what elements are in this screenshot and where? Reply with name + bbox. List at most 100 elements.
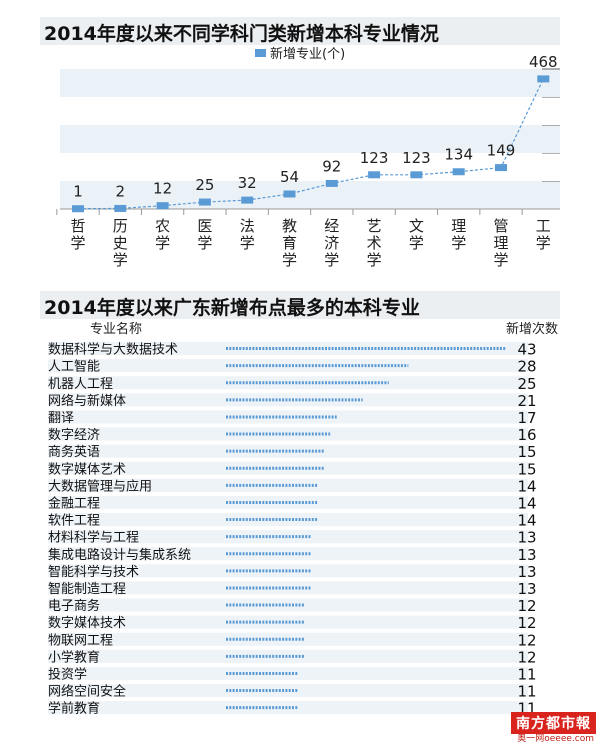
chart2-value-label: 15 (517, 443, 536, 461)
chart1-point (156, 202, 169, 210)
chart1-point (452, 168, 465, 176)
chart1-x-tick-label: 农学 (155, 217, 170, 252)
chart2-value-label: 14 (517, 512, 536, 530)
chart2-title-bar (40, 291, 560, 319)
chart1-grid-band (60, 153, 560, 181)
chart2-category-label: 物联网工程 (48, 633, 113, 648)
chart2-category-label: 网络与新媒体 (48, 393, 126, 409)
chart2-category-label: 大数据管理与应用 (48, 478, 152, 494)
chart2-row-band (48, 632, 528, 646)
chart1-point (537, 75, 550, 83)
chart1-x-tick-label: 哲学 (70, 217, 85, 252)
chart1-point (72, 205, 84, 213)
chart2-category-label: 智能制造工程 (48, 582, 126, 597)
chart1-x-tick-label: 工学 (536, 217, 551, 252)
chart2-value-label: 12 (517, 614, 536, 632)
chart1-point (368, 171, 381, 179)
chart2-value-label: 11 (517, 665, 536, 683)
chart2-value-label: 13 (517, 563, 536, 581)
chart2-row-band (48, 701, 528, 715)
chart2-row-band (48, 615, 528, 629)
chart2-title: 2014年度以来广东新增布点最多的本科专业 (44, 297, 420, 319)
chart1-data-label: 92 (322, 157, 341, 175)
chart1-data-label: 123 (360, 149, 389, 167)
chart1-data-label: 32 (238, 174, 257, 192)
chart2-category-label: 小学教育 (48, 649, 100, 665)
chart2-category-label: 商务英语 (48, 444, 100, 460)
chart1-point (241, 196, 254, 204)
watermark-logo: 南方都市報 (511, 712, 596, 734)
chart2-value-label: 12 (517, 631, 536, 649)
chart2-category-label: 数字经济 (48, 428, 100, 443)
chart2-value-label: 12 (517, 597, 536, 615)
chart1-x-tick-label: 艺术学 (367, 217, 382, 269)
chart2-row-band (48, 359, 528, 373)
chart1-data-label: 134 (444, 146, 473, 164)
chart1-data-label: 2 (116, 182, 126, 200)
chart2-row-band (48, 495, 528, 509)
chart2-value-label: 28 (517, 358, 536, 376)
chart1-grid-band (60, 181, 560, 209)
chart2-category-label: 网络空间安全 (48, 684, 126, 700)
watermark-site: 奥一网oeeee.com (517, 734, 594, 744)
chart2-row-band (48, 564, 528, 578)
chart2-category-label: 数字媒体艺术 (48, 462, 126, 477)
chart1-x-tick-label: 文学 (409, 217, 424, 252)
chart2-row-band (48, 684, 528, 698)
chart2-category-label: 数据科学与大数据技术 (48, 342, 178, 358)
chart2-row-band (48, 649, 528, 663)
chart2-row-band (48, 342, 528, 356)
chart2-category-label: 人工智能 (48, 360, 100, 375)
chart1-x-tick-label: 教育学 (282, 217, 297, 269)
chart2-category-label: 投资学 (48, 666, 87, 682)
chart1-point (198, 198, 211, 206)
chart1-data-label: 25 (195, 176, 214, 194)
chart1-data-label: 12 (153, 180, 172, 198)
chart1-x-tick-label: 理学 (451, 217, 466, 252)
chart2-category-label: 软件工程 (48, 514, 100, 529)
chart2-category-label: 金融工程 (48, 495, 100, 511)
chart1-data-label: 54 (280, 168, 299, 186)
chart1-grid-band (60, 69, 560, 97)
chart2-row-band (48, 444, 528, 458)
chart1-x-tick-label: 历史学 (113, 217, 128, 269)
chart2-value-label: 14 (517, 494, 536, 512)
chart2-category-label: 电子商务 (48, 598, 100, 614)
chart1-grid-band (60, 97, 560, 125)
chart1-point (114, 204, 127, 212)
chart1-title: 2014年度以来不同学科门类新增本科专业情况 (44, 23, 439, 45)
chart2-header-value: 新增次数 (506, 321, 558, 337)
chart2-value-label: 25 (517, 375, 536, 393)
chart2-header-name: 专业名称 (90, 321, 142, 337)
chart1-series-line (77, 78, 544, 210)
chart2-row-band (48, 427, 528, 441)
chart2-row-band (48, 666, 528, 680)
chart2-value-label: 15 (517, 460, 536, 478)
chart2-value-label: 13 (517, 529, 536, 547)
chart2-row-band (48, 547, 528, 561)
chart2-category-label: 智能科学与技术 (48, 564, 139, 580)
chart2-value-label: 21 (517, 392, 536, 410)
chart2-row-band (48, 461, 528, 475)
chart1-data-label: 468 (529, 53, 558, 71)
chart2-row-band (48, 581, 528, 595)
chart2-value-label: 16 (517, 426, 536, 444)
chart2-category-label: 机器人工程 (48, 377, 113, 392)
chart2-category-label: 学前教育 (48, 701, 100, 717)
chart1-legend-swatch (255, 49, 266, 57)
chart2-row-band (48, 376, 528, 390)
chart2-row-band (48, 530, 528, 544)
chart2-category-label: 集成电路设计与集成系统 (48, 547, 191, 563)
chart2-value-label: 12 (517, 648, 536, 666)
chart1-x-tick-label: 经济学 (324, 217, 339, 269)
chart2-row-band (48, 513, 528, 527)
chart1-point (410, 171, 423, 179)
chart1-data-label: 1 (73, 183, 83, 201)
chart1-point (325, 179, 338, 187)
chart2-value-label: 13 (517, 580, 536, 598)
chart1-point (283, 190, 296, 198)
chart1-data-label: 123 (402, 149, 431, 167)
chart1-title-bar (40, 17, 560, 45)
